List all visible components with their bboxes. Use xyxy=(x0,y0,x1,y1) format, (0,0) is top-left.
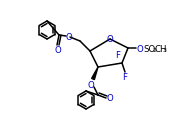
Text: 2: 2 xyxy=(152,48,156,53)
Text: 3: 3 xyxy=(163,48,167,53)
Text: O: O xyxy=(107,34,113,43)
Text: O: O xyxy=(66,32,72,41)
Text: SO: SO xyxy=(143,44,155,53)
Text: O: O xyxy=(137,44,144,53)
Text: O: O xyxy=(107,94,113,103)
Text: F: F xyxy=(116,50,120,59)
Text: O: O xyxy=(55,45,61,54)
Text: F: F xyxy=(123,72,127,81)
Text: CH: CH xyxy=(155,44,168,53)
Polygon shape xyxy=(92,67,98,80)
Text: O: O xyxy=(88,80,94,89)
